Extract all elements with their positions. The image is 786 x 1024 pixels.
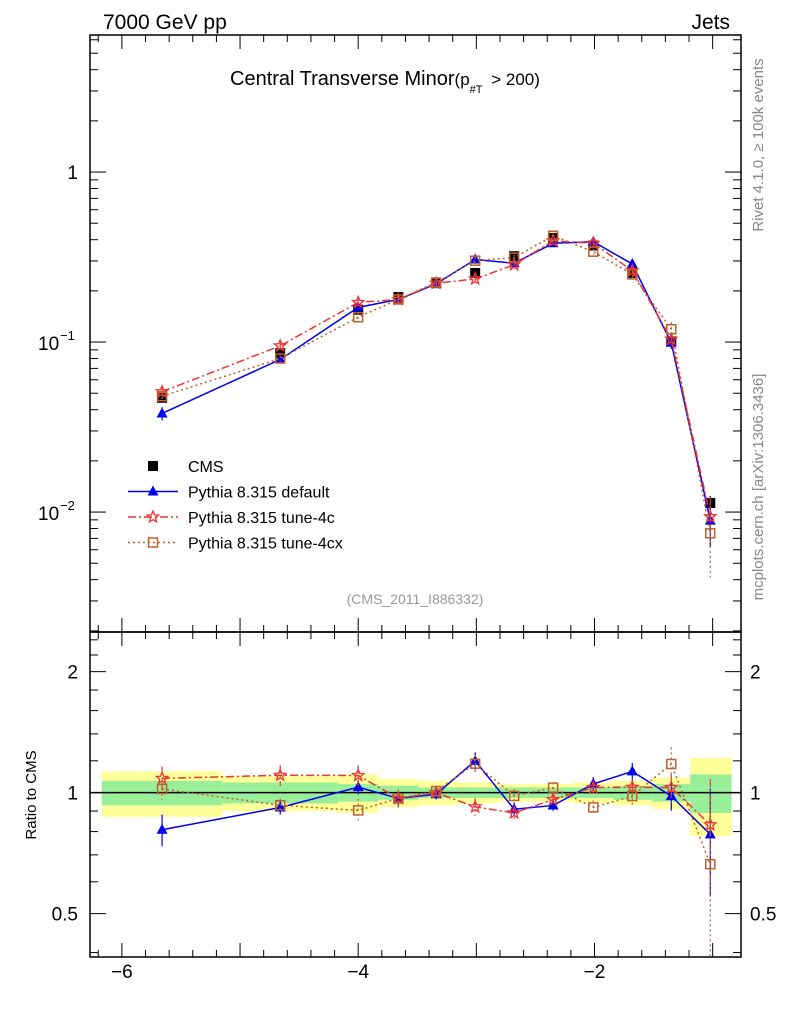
ratio-point [585, 779, 601, 794]
ratio-point [154, 770, 170, 785]
ratio-point [545, 791, 561, 806]
x-tick-label: −2 [584, 962, 606, 983]
ratio-point [666, 758, 677, 770]
data-point [705, 528, 716, 539]
ratio-point [430, 785, 442, 797]
data-point [585, 235, 601, 250]
x-tick-label: −6 [111, 962, 133, 983]
legend-marker [148, 461, 158, 471]
data-point [352, 311, 364, 323]
energy-label: 7000 GeV pp [103, 11, 227, 34]
ratio-tick-label-right: 0.5 [750, 905, 776, 926]
legend-label: Pythia 8.315 tune-4cx [188, 536, 343, 553]
y-tick-label-exponent: −1 [60, 328, 75, 343]
legend-label: CMS [188, 459, 224, 476]
series-line [161, 234, 712, 534]
ratio-line [161, 759, 711, 835]
ratio-point [626, 765, 638, 776]
series-line [161, 241, 712, 521]
data-point [156, 407, 168, 418]
data-point [272, 337, 288, 353]
y-tick-label-base: 10 [38, 504, 59, 525]
data-point [352, 301, 364, 312]
y-tick-label-exponent: −2 [60, 498, 75, 513]
ratio-point [350, 767, 366, 782]
ratio-tick-label: 1 [67, 784, 78, 805]
ratio-point [156, 783, 168, 795]
series-pythia-8-315-tune-4cx [156, 230, 716, 578]
x-tick-label: −4 [347, 962, 369, 983]
data-point [588, 246, 599, 257]
data-point [666, 323, 677, 335]
data-point [274, 353, 286, 364]
ratio-point [272, 767, 288, 782]
ratio-layer [154, 747, 718, 957]
data-point [156, 390, 168, 402]
legend: CMS Pythia 8.315 default Pythia 8.315 tune… [128, 459, 343, 553]
ratio-point [469, 758, 481, 769]
data-point [274, 353, 286, 364]
ratio-point [627, 790, 638, 802]
ratio-point [705, 858, 716, 870]
ratio-point [663, 779, 679, 794]
legend-label: Pythia 8.315 tune-4c [188, 510, 335, 527]
data-point [469, 255, 481, 266]
ratio-point [702, 816, 718, 832]
ratio-point [547, 782, 559, 793]
ratio-point [274, 801, 286, 812]
mcplots-label: mcplots.cern.ch [arXiv:1306.3436] [750, 374, 767, 601]
data-point [627, 269, 638, 280]
ratio-series-pythia-8-315-default [156, 752, 716, 897]
ratio-tick-label: 0.5 [52, 905, 78, 926]
ratio-point [156, 823, 168, 834]
ratio-series-pythia-8-315-tune-4cx [156, 747, 716, 957]
data-point [350, 294, 366, 309]
ratio-point [467, 799, 483, 814]
data-point [393, 294, 404, 305]
data-point [430, 277, 442, 288]
series-layer [154, 230, 718, 578]
rivet-label: Rivet 4.1.0, ≥ 100k events [750, 58, 767, 231]
ratio-point [352, 805, 364, 816]
data-point [547, 230, 559, 242]
data-point [275, 348, 286, 359]
data-point [624, 262, 640, 277]
ratio-point [547, 799, 559, 810]
y-tick-label-1: 1 [67, 163, 78, 184]
data-point [663, 331, 679, 346]
ratio-tick-label-right: 2 [750, 663, 761, 684]
y-tick-label-base: 10 [38, 334, 59, 355]
ratio-tick-label-right: 1 [750, 784, 761, 805]
legend-marker [147, 485, 159, 496]
ratio-point [624, 779, 640, 794]
chart-title: Central Transverse Minor(p#T > 200) [230, 68, 540, 96]
process-label: Jets [691, 11, 730, 34]
ratio-point [393, 793, 404, 804]
ratio-point [508, 790, 520, 802]
data-point [154, 384, 170, 399]
ratio-point [274, 800, 286, 811]
analysis-id: (CMS_2011_I886332) [347, 591, 484, 607]
ratio-point [506, 805, 522, 820]
legend-marker [145, 509, 161, 524]
ratio-line [162, 774, 711, 826]
series-line [161, 240, 712, 517]
legend-marker [147, 537, 159, 548]
legend-label: Pythia 8.315 default [188, 485, 330, 502]
data-point [467, 271, 483, 286]
ratio-line [161, 762, 711, 865]
ratio-point [588, 802, 599, 813]
series-cms [157, 232, 716, 511]
data-point [508, 252, 520, 263]
ratio-axis-label: Ratio to CMS [23, 750, 40, 839]
ratio-frame [89, 631, 742, 958]
ratio-tick-label: 2 [67, 663, 78, 684]
